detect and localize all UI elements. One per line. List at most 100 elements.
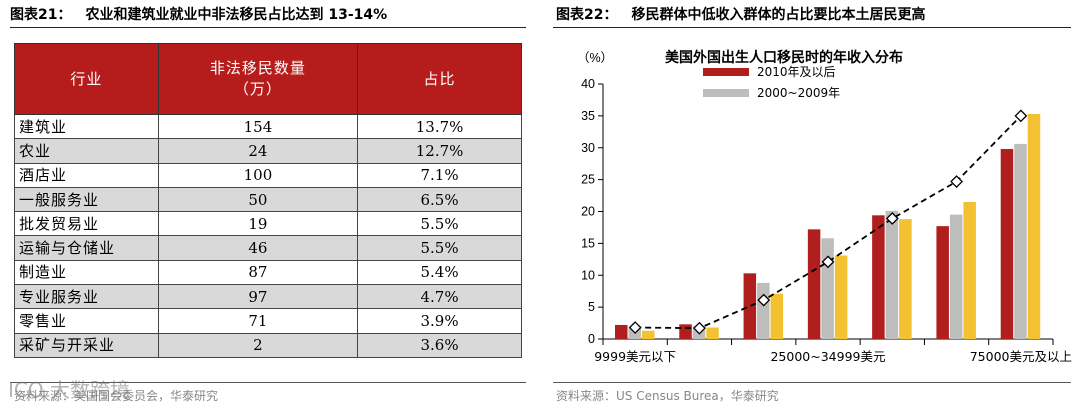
y-tick-label: 10	[581, 268, 595, 282]
bar-yellow	[706, 327, 719, 339]
industry-cell: 制造业	[14, 259, 159, 286]
bar-red	[872, 215, 885, 339]
bar-gray	[885, 210, 899, 339]
legend-swatch	[703, 68, 749, 76]
share-cell: 4.7%	[357, 284, 522, 310]
count-cell: 87	[157, 259, 359, 286]
x-axis: 9999美元以下 25000~34999美元 75000美元及以上	[594, 338, 1072, 364]
trend-marker	[693, 321, 706, 335]
y-tick-label: 15	[581, 236, 595, 250]
count-cell: 71	[157, 308, 359, 334]
table-row: 采矿与开采业 2 3.6%	[14, 332, 522, 358]
table-body: 建筑业 154 13.7% 农业 24 12.7% 酒店业 100 7.1% 一般服务业 50 6.5…	[14, 113, 522, 358]
table-header-cell: 占比	[357, 43, 522, 115]
bar-red	[743, 273, 757, 339]
bar-yellow	[899, 219, 912, 339]
table-header-text: 占比	[423, 69, 456, 88]
figure-22-label: 图表22：	[556, 7, 618, 23]
table-row: 一般服务业 50 6.5%	[14, 186, 522, 213]
bar-yellow	[1027, 113, 1041, 340]
chart-legend: 2010年及以后 2000~2009年	[703, 65, 840, 100]
bar-gray	[949, 214, 963, 339]
industry-cell: 采矿与开采业	[14, 332, 159, 358]
trend-marker	[950, 175, 963, 188]
trend-marker	[1014, 109, 1028, 123]
table-row: 批发贸易业 19 5.5%	[14, 211, 522, 237]
table-header-cell: 行业	[14, 43, 159, 115]
figure-21-label: 图表21：	[10, 7, 72, 23]
table-header-text: 行业	[70, 69, 103, 88]
x-tick-label: 75000美元及以上	[970, 349, 1072, 364]
share-cell: 5.5%	[357, 235, 522, 261]
trend-marker	[757, 293, 771, 307]
bar-yellow	[963, 201, 976, 339]
trend-marker	[628, 321, 642, 334]
industry-cell: 专业服务业	[14, 284, 159, 310]
source-rule-left	[10, 382, 526, 383]
y-tick-label: 20	[581, 205, 595, 219]
y-tick-label: 35	[581, 109, 595, 123]
table-row: 酒店业 100 7.1%	[14, 162, 522, 188]
y-unit-label: （%）	[577, 51, 613, 65]
legend-swatch	[703, 89, 749, 97]
count-cell: 97	[157, 284, 359, 310]
bar-red	[615, 324, 628, 339]
count-cell: 154	[157, 113, 359, 140]
legend-label: 2000~2009年	[757, 86, 840, 100]
y-tick-label: 40	[581, 77, 595, 91]
count-cell: 19	[157, 211, 359, 237]
watermark-logo: ICO 大数跨境	[8, 378, 130, 402]
bar-red	[1000, 149, 1014, 339]
share-cell: 6.5%	[357, 186, 522, 213]
title-rule-left	[10, 27, 526, 28]
share-cell: 3.9%	[357, 308, 522, 334]
bar-yellow	[834, 255, 848, 339]
count-cell: 50	[157, 186, 359, 213]
source-rule-right	[553, 382, 1071, 383]
share-cell: 5.4%	[357, 259, 522, 286]
figure-21-title: 图表21： 农业和建筑业就业中非法移民占比达到 13-14%	[10, 4, 387, 24]
x-tick-label: 9999美元以下	[594, 349, 676, 364]
table-row: 运输与仓储业 46 5.5%	[14, 235, 522, 261]
industry-cell: 零售业	[14, 308, 159, 334]
table-header-text: 非法移民数量	[209, 59, 306, 77]
source-left: 资料来源：美国国会委员会，华泰研究	[14, 389, 219, 403]
figure-22-title: 图表22： 移民群体中低收入群体的占比要比本土居民更高	[556, 4, 925, 24]
trend-line	[628, 109, 1028, 335]
figure-22-text: 移民群体中低收入群体的占比要比本土居民更高	[631, 7, 926, 23]
y-tick-label: 0	[588, 332, 595, 346]
table-row: 专业服务业 97 4.7%	[14, 284, 522, 310]
bar-red	[936, 226, 949, 339]
bar-red	[807, 229, 821, 339]
share-cell: 7.1%	[357, 162, 522, 188]
count-cell: 24	[157, 138, 359, 164]
industry-cell: 运输与仓储业	[14, 235, 159, 261]
industry-cell: 建筑业	[14, 113, 159, 140]
share-cell: 5.5%	[357, 211, 522, 237]
title-rule-right	[553, 27, 1071, 28]
bar-red	[679, 324, 692, 339]
table-header-cell: 非法移民数量 （万）	[157, 43, 359, 115]
income-distribution-chart: 美国外国出生人口移民时的年收入分布 （%） 2010年及以后 2000~2009年…	[577, 49, 1072, 364]
count-cell: 2	[157, 332, 359, 358]
table-row: 建筑业 154 13.7%	[14, 113, 522, 140]
table-header-row: 行业 非法移民数量 （万） 占比	[14, 43, 522, 115]
bar-gray	[1014, 143, 1027, 339]
share-cell: 13.7%	[357, 113, 522, 140]
table-row: 制造业 87 5.4%	[14, 259, 522, 286]
count-cell: 100	[157, 162, 359, 188]
bar-gray	[757, 282, 770, 339]
y-tick-label: 30	[581, 141, 595, 155]
figure-21-text: 农业和建筑业就业中非法移民占比达到 13-14%	[85, 7, 388, 23]
trend-marker	[885, 212, 899, 225]
bar-yellow	[770, 293, 784, 339]
table-header-text: （万）	[233, 80, 282, 98]
y-axis: 0 5 10 15 20 25 30 35 40	[581, 77, 604, 346]
count-cell: 46	[157, 235, 359, 261]
industry-cell: 一般服务业	[14, 186, 159, 213]
chart-title: 美国外国出生人口移民时的年收入分布	[665, 49, 903, 66]
table-row: 农业 24 12.7%	[14, 138, 522, 164]
source-right: 资料来源：US Census Burea，华泰研究	[556, 389, 779, 403]
table-row: 零售业 71 3.9%	[14, 308, 522, 334]
y-tick-label: 5	[588, 300, 595, 314]
